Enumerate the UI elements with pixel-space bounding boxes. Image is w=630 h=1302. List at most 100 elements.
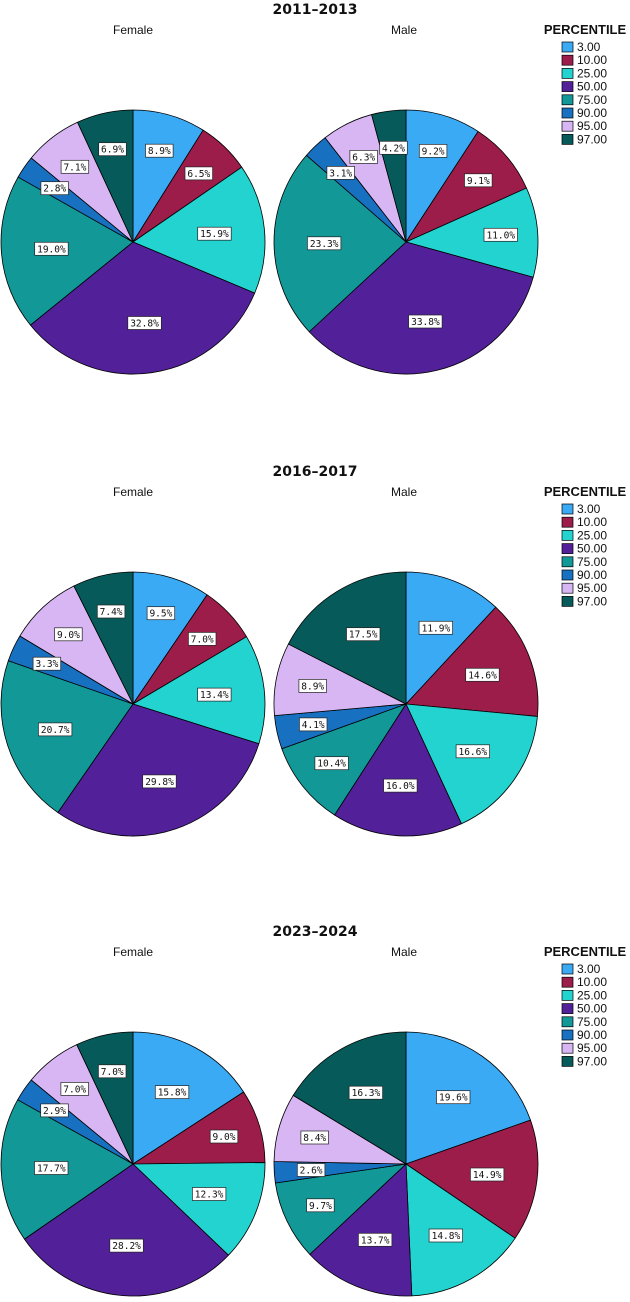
legend-swatch — [561, 530, 574, 541]
slice-label-box — [298, 679, 327, 693]
legend-label: 10.00 — [577, 53, 607, 67]
slice-label-text: 2.6% — [300, 1166, 323, 1177]
slice-label-box — [470, 1167, 505, 1182]
slice-label-text: 14.8% — [432, 1231, 461, 1242]
legend-item-75.00: 75.00 — [561, 1015, 607, 1029]
slice-label-box — [358, 1232, 393, 1247]
slice-label-text: 15.8% — [158, 1088, 187, 1099]
legend: PERCENTILE3.0010.0025.0050.0075.0090.009… — [544, 484, 627, 608]
legend: PERCENTILE3.0010.0025.0050.0075.0090.009… — [544, 22, 627, 146]
slice-label: 15.9% — [197, 226, 232, 241]
slice-label: 7.1% — [60, 159, 90, 174]
pie-slice-25.00 — [405, 703, 538, 825]
legend-swatch — [561, 503, 574, 515]
slice-label-text: 9.0% — [57, 630, 80, 641]
chart-panel-1: 2011–2013 Female 8.9% 6.5% 15.9% 32.8% 19.0% 2.… — [0, 2, 627, 375]
slice-label-text: 9.5% — [149, 609, 172, 620]
legend-label: 95.00 — [577, 581, 607, 595]
legend-swatch — [561, 41, 574, 53]
slice-label: 16.6% — [455, 744, 490, 759]
slice-label-text: 9.2% — [422, 146, 445, 157]
slice-label-box — [300, 1130, 329, 1145]
legend-swatch — [561, 556, 574, 568]
slice-label-box — [98, 1064, 127, 1079]
slice-label-text: 7.4% — [100, 607, 123, 618]
slice-label: 6.9% — [98, 142, 127, 157]
slice-label-text: 7.0% — [101, 1067, 124, 1078]
legend-label: 50.00 — [577, 80, 607, 94]
slice-label-text: 16.0% — [386, 781, 415, 792]
slice-label-box — [483, 227, 518, 242]
legend-swatch — [561, 543, 574, 554]
slice-label-box — [428, 1228, 463, 1243]
slice-label-box — [465, 667, 500, 682]
slice-label: 9.0% — [54, 627, 83, 642]
slice-label: 28.2% — [109, 1238, 144, 1253]
legend-swatch — [561, 120, 574, 132]
slice-label: 3.1% — [326, 166, 355, 180]
slice-label-box — [197, 226, 232, 241]
slice-label: 13.4% — [197, 687, 232, 702]
legend-item-90.00: 90.00 — [561, 1028, 607, 1042]
pie-title: Female — [113, 945, 153, 959]
legend-item-3.00: 3.00 — [561, 502, 601, 516]
slice-label-text: 9.1% — [467, 176, 490, 187]
legend-item-97.00: 97.00 — [561, 594, 607, 608]
slice-label-box — [154, 1085, 190, 1099]
slice-label-text: 7.0% — [63, 1084, 86, 1095]
legend-swatch — [561, 81, 574, 92]
slice-label-box — [192, 1187, 227, 1201]
slice-label-text: 19.6% — [439, 1093, 468, 1104]
slice-label: 9.1% — [464, 173, 493, 188]
slice-label: 14.8% — [428, 1228, 463, 1243]
pie-slice-25.00 — [405, 187, 539, 278]
slice-label-text: 32.8% — [130, 319, 159, 330]
slice-label: 8.9% — [145, 143, 174, 158]
slice-label-text: 7.0% — [191, 634, 214, 645]
legend-item-10.00: 10.00 — [561, 53, 607, 67]
legend-item-25.00: 25.00 — [561, 528, 607, 542]
slice-label-box — [60, 159, 90, 174]
pie-title: Male — [391, 23, 417, 37]
pie-female: Female 8.9% 6.5% 15.9% 32.8% 19.0% 2.8% 7.1% 6.9… — [0, 23, 266, 375]
slice-label-box — [418, 144, 448, 158]
slice-label: 13.7% — [358, 1232, 393, 1247]
slice-label-box — [40, 1103, 69, 1118]
slice-label: 16.0% — [383, 778, 418, 793]
slice-label-text: 4.2% — [382, 143, 405, 154]
legend-label: 3.00 — [577, 40, 601, 54]
legend-label: 90.00 — [577, 106, 607, 120]
slice-label-text: 17.7% — [37, 1164, 66, 1175]
legend-label: 10.00 — [577, 975, 607, 989]
slice-label-box — [326, 166, 355, 180]
slice-label-box — [346, 627, 381, 642]
slice-label: 14.6% — [465, 667, 500, 682]
pie-slice-25.00 — [132, 1162, 266, 1256]
slice-label-box — [197, 687, 232, 702]
slice-label-box — [54, 627, 83, 642]
chart-panel-2: 2016–2017 Female 9.5% 7.0% 13.4% 29.8% 20.7% 3.… — [0, 464, 627, 837]
slice-label-box — [464, 173, 493, 188]
slice-label: 12.3% — [192, 1187, 227, 1201]
legend-title: PERCENTILE — [544, 22, 627, 37]
slice-label-box — [146, 606, 176, 621]
legend-swatch — [561, 596, 574, 607]
slice-label: 29.8% — [142, 774, 177, 789]
slice-label-text: 16.3% — [352, 1088, 381, 1099]
pie-slice-50.00 — [30, 241, 256, 375]
slice-label: 6.5% — [184, 166, 213, 181]
slice-label-text: 3.1% — [329, 168, 352, 179]
slice-label: 7.4% — [96, 604, 126, 619]
slice-label: 2.8% — [40, 181, 69, 196]
legend-item-50.00: 50.00 — [561, 1002, 607, 1016]
legend-swatch — [561, 94, 574, 106]
slice-label-box — [379, 140, 408, 155]
legend: PERCENTILE3.0010.0025.0050.0075.0090.009… — [544, 944, 627, 1068]
slice-label-text: 16.6% — [458, 747, 487, 758]
slice-label-text: 8.4% — [303, 1133, 326, 1144]
legend-label: 50.00 — [577, 1002, 607, 1016]
pie-slice-3.00 — [132, 571, 208, 705]
pie-slice-75.00 — [0, 660, 134, 813]
slice-label: 9.2% — [418, 144, 448, 158]
slice-label-box — [348, 1085, 383, 1100]
